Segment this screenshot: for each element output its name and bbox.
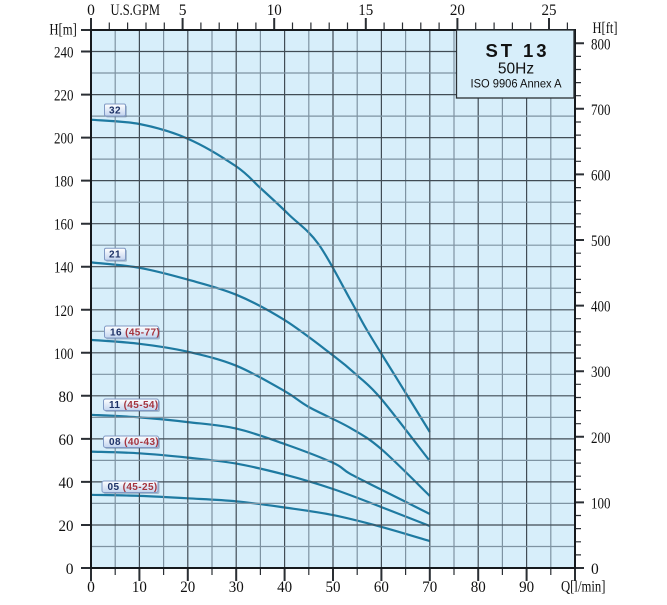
svg-text:100: 100	[54, 346, 74, 363]
svg-text:50: 50	[326, 579, 341, 596]
svg-text:21: 21	[109, 250, 121, 261]
svg-text:20: 20	[59, 518, 74, 535]
svg-text:0: 0	[591, 561, 599, 578]
svg-text:50Hz: 50Hz	[498, 61, 534, 78]
svg-text:H[m]: H[m]	[49, 22, 77, 39]
svg-text:60: 60	[374, 579, 389, 596]
svg-text:32: 32	[109, 105, 121, 116]
svg-text:11 (45-54): 11 (45-54)	[109, 400, 159, 411]
svg-text:600: 600	[591, 167, 611, 184]
svg-text:10: 10	[132, 579, 147, 596]
svg-text:H[ft]: H[ft]	[593, 20, 618, 37]
svg-text:10: 10	[267, 2, 282, 19]
svg-text:5: 5	[179, 2, 187, 19]
svg-text:240: 240	[54, 45, 74, 62]
svg-text:70: 70	[422, 579, 437, 596]
svg-text:0: 0	[87, 579, 95, 596]
svg-text:400: 400	[591, 299, 611, 316]
svg-text:120: 120	[54, 303, 74, 320]
svg-text:15: 15	[358, 2, 373, 19]
svg-text:200: 200	[54, 131, 74, 148]
svg-text:60: 60	[59, 432, 74, 449]
svg-text:30: 30	[229, 579, 244, 596]
svg-text:500: 500	[591, 233, 611, 250]
svg-text:300: 300	[591, 364, 611, 381]
svg-text:90: 90	[519, 579, 534, 596]
svg-text:20: 20	[450, 2, 465, 19]
svg-text:220: 220	[54, 88, 74, 105]
svg-text:40: 40	[59, 475, 74, 492]
svg-text:0: 0	[66, 561, 74, 578]
svg-text:U.S.GPM: U.S.GPM	[111, 2, 161, 19]
svg-text:80: 80	[471, 579, 486, 596]
svg-text:700: 700	[591, 102, 611, 119]
svg-text:200: 200	[591, 430, 611, 447]
svg-text:140: 140	[54, 260, 74, 277]
svg-text:180: 180	[54, 174, 74, 191]
svg-text:08 (40-43): 08 (40-43)	[109, 437, 159, 448]
svg-text:40: 40	[277, 579, 292, 596]
svg-text:ST 13: ST 13	[486, 40, 547, 61]
svg-text:800: 800	[591, 36, 611, 53]
svg-text:100: 100	[591, 495, 611, 512]
svg-text:80: 80	[59, 389, 74, 406]
svg-text:20: 20	[180, 579, 195, 596]
svg-text:ISO 9906 Annex A: ISO 9906 Annex A	[471, 77, 562, 91]
svg-text:25: 25	[542, 2, 557, 19]
svg-text:160: 160	[54, 217, 74, 234]
svg-text:16 (45-77): 16 (45-77)	[110, 327, 160, 338]
svg-text:0: 0	[87, 2, 95, 19]
svg-text:Q[l/min]: Q[l/min]	[561, 579, 606, 596]
svg-text:05 (45-25): 05 (45-25)	[108, 482, 158, 493]
